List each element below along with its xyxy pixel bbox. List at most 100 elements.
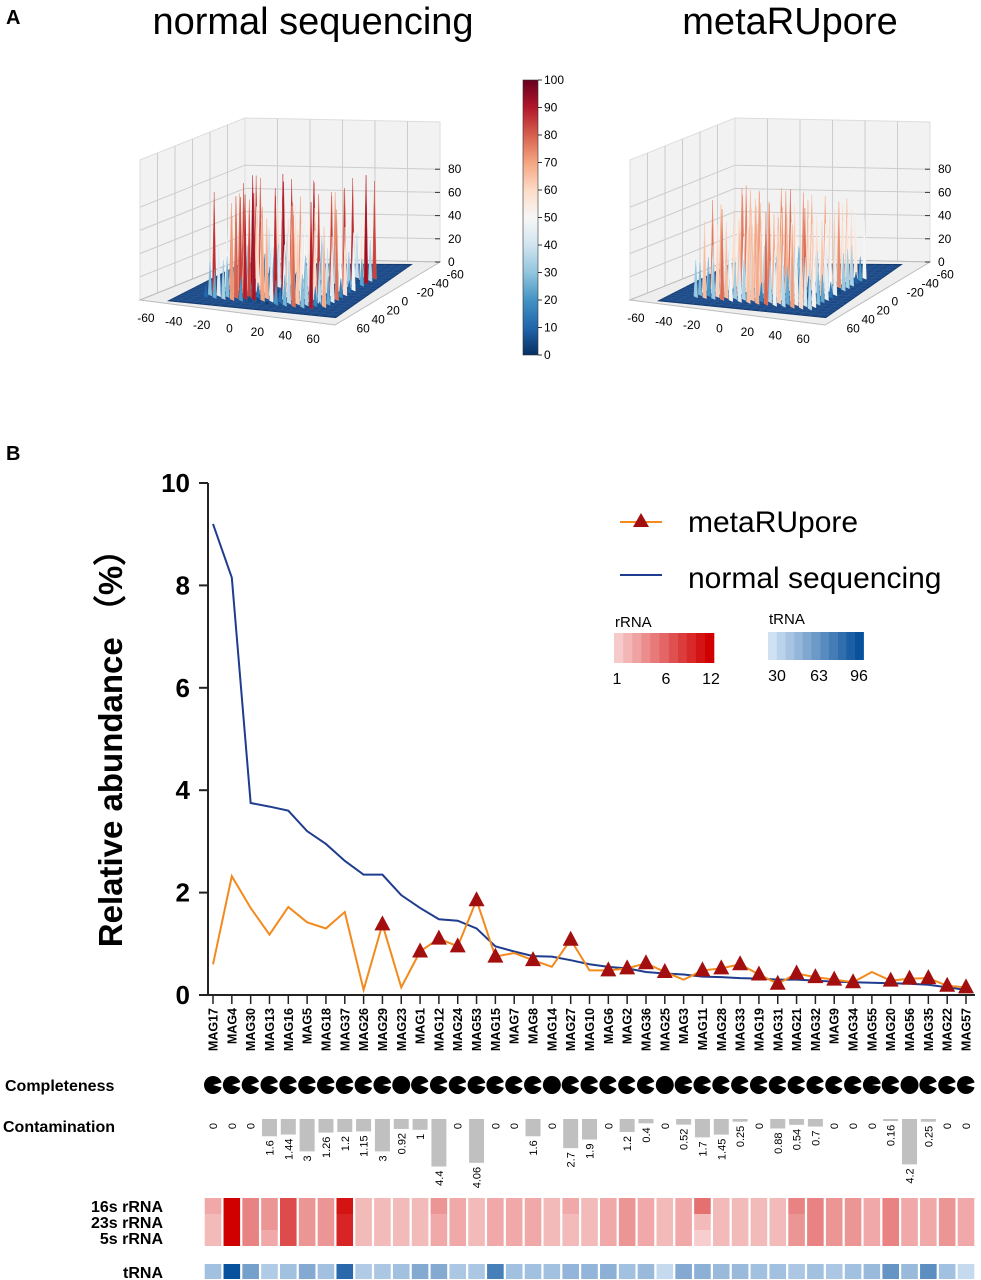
contamination-value: 1.26 <box>321 1137 333 1158</box>
completeness-pie <box>335 1076 354 1094</box>
rrna-cell <box>280 1198 297 1214</box>
contamination-bar <box>261 1119 277 1137</box>
trna-cell <box>468 1264 485 1279</box>
surface-facet <box>238 276 244 302</box>
trna-cell <box>694 1264 711 1279</box>
contamination-bar <box>318 1119 334 1133</box>
metarupore-marker <box>430 929 447 945</box>
contamination-bar <box>789 1119 805 1125</box>
surface-facet <box>221 260 226 301</box>
completeness-pie <box>354 1076 373 1094</box>
colorbar: 0 10 20 30 40 50 60 70 80 90 100 <box>522 73 564 362</box>
colorbar-tick-label: 20 <box>544 293 558 307</box>
annotation-tracks: 0 0 0 1.6 1.44 3 1.26 1.2 1.15 3 0.92 1 4.4 0 4.06 0 0 1.… <box>204 1076 977 1279</box>
contamination-value: 3 <box>302 1155 314 1161</box>
rrna-cell <box>449 1230 467 1246</box>
line-normal-sequencing <box>212 523 967 991</box>
completeness-pie <box>806 1076 824 1094</box>
x-tick-label: MAG57 <box>960 1008 974 1051</box>
y-axis-label: Relative abundance （%） <box>92 533 129 947</box>
rrna-cell <box>825 1198 843 1214</box>
mesh-line <box>318 264 395 317</box>
surface-facet <box>820 274 825 304</box>
contamination-value: 4.06 <box>472 1167 484 1188</box>
surface-facet <box>295 229 300 306</box>
trna-scale-step <box>785 632 795 660</box>
rrna-cell <box>957 1198 975 1214</box>
surface-facet <box>715 224 720 299</box>
row-label-23s: 23s rRNA <box>91 1215 163 1232</box>
x-tick-label: MAG30 <box>244 1008 258 1051</box>
trna-cell <box>788 1264 805 1279</box>
surface-facet <box>363 175 369 285</box>
rrna-cell <box>863 1214 881 1230</box>
contamination-bar <box>374 1119 390 1152</box>
rrna-cell <box>844 1230 862 1246</box>
rrna-cell <box>374 1198 391 1214</box>
rrna-scale-step <box>623 633 633 663</box>
trna-cell <box>562 1264 579 1279</box>
x-tick-label: MAG56 <box>903 1008 917 1051</box>
panel-b-label: B <box>6 443 20 465</box>
rrna-legend-title: rRNA <box>615 614 652 631</box>
rrna-cell <box>882 1198 899 1214</box>
surface-facet <box>304 265 309 307</box>
rrna-cell <box>355 1230 372 1246</box>
trna-cell <box>355 1264 372 1279</box>
surface-facet <box>256 296 261 304</box>
surface-facet <box>824 246 829 302</box>
rrna-cell <box>524 1230 542 1246</box>
contamination-value: 1.6 <box>528 1140 540 1155</box>
surface-facet <box>732 260 738 300</box>
rrna-cell <box>336 1214 354 1230</box>
surface-facet <box>702 221 707 300</box>
mesh-line <box>817 264 894 317</box>
contamination-value: 0 <box>547 1123 559 1129</box>
contamination-bar <box>676 1119 692 1125</box>
trna-cell <box>750 1264 768 1279</box>
contamination-value: 1 <box>415 1134 427 1140</box>
trna-scale-step <box>846 632 856 660</box>
contamination-value: 1.2 <box>340 1136 352 1151</box>
surface-facet <box>276 238 282 289</box>
x-tick-label: MAG31 <box>771 1008 785 1051</box>
metarupore-marker <box>374 915 391 931</box>
x-tick-label: MAG4 <box>225 1008 239 1044</box>
surface-facet <box>853 272 859 285</box>
completeness-pie <box>881 1076 900 1094</box>
surface-facet <box>750 225 755 302</box>
x-tick-label: MAG29 <box>376 1008 390 1051</box>
surface-facet <box>785 275 790 306</box>
rrna-cell <box>204 1214 222 1230</box>
completeness-pie <box>636 1076 655 1094</box>
rrna-cell <box>600 1214 617 1230</box>
surface-facet <box>354 233 360 279</box>
contamination-value: 0.4 <box>641 1127 653 1142</box>
trna-cell <box>920 1264 937 1279</box>
z-tick-label: 40 <box>938 209 952 223</box>
metarupore-marker <box>939 976 956 992</box>
trna-cell <box>411 1264 429 1279</box>
rrna-cell <box>769 1214 787 1230</box>
rrna-cell <box>581 1198 598 1214</box>
y-tick-label: 60 <box>357 322 371 336</box>
rrna-cell <box>750 1230 768 1246</box>
rrna-cell <box>731 1214 749 1230</box>
contamination-bar <box>732 1119 748 1122</box>
trna-cell <box>731 1264 749 1279</box>
colorbar-tick-label: 10 <box>544 321 558 335</box>
rrna-cell <box>712 1214 730 1230</box>
surface-facet <box>300 274 305 309</box>
rrna-cell <box>392 1198 410 1214</box>
legend: metaRUpore normal sequencing rRNA tRNA 1… <box>613 506 942 688</box>
contamination-value: 0 <box>490 1123 502 1129</box>
rrna-cell <box>543 1230 561 1246</box>
surface-facet <box>706 272 711 298</box>
rrna-cell <box>411 1214 429 1230</box>
mesh-line <box>175 296 344 313</box>
surface-facet <box>359 258 365 287</box>
rrna-cell <box>543 1214 561 1230</box>
rrna-cell <box>468 1230 485 1246</box>
surface-facet <box>216 244 221 298</box>
